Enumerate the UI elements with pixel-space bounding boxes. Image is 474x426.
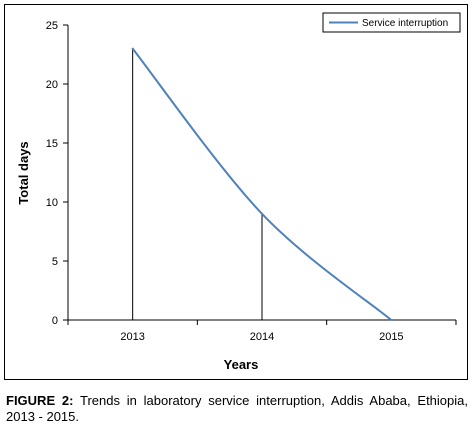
- x-tick-label: 2014: [250, 331, 274, 343]
- legend: Service interruption: [322, 12, 461, 33]
- data-point: [131, 47, 134, 50]
- data-point: [261, 212, 263, 215]
- x-tick-label: 2013: [120, 331, 144, 343]
- chart-ticks: 0 5 10 15 20 25 2013 2014 2015: [46, 20, 457, 343]
- figure-caption-text: Trends in laboratory service interruptio…: [6, 393, 468, 424]
- x-axis-title: Years: [224, 357, 259, 372]
- data-point: [390, 319, 393, 321]
- figure-caption-label: FIGURE 2:: [6, 393, 74, 408]
- y-tick-label: 25: [46, 20, 58, 32]
- y-tick-label: 10: [46, 197, 58, 209]
- y-tick-label: 15: [46, 138, 58, 150]
- x-tick-label: 2015: [379, 331, 403, 343]
- figure-frame: [4, 4, 468, 380]
- y-axis-title: Total days: [16, 141, 31, 204]
- y-tick-label: 20: [46, 79, 58, 91]
- y-tick-label: 5: [52, 256, 58, 268]
- drop-lines: [132, 48, 263, 320]
- chart-series: [131, 47, 393, 321]
- y-tick-label: 0: [52, 315, 58, 327]
- legend-box: [322, 12, 461, 33]
- figure-caption: FIGURE 2: Trends in laboratory service i…: [6, 393, 468, 425]
- legend-label: Service interruption: [362, 18, 448, 29]
